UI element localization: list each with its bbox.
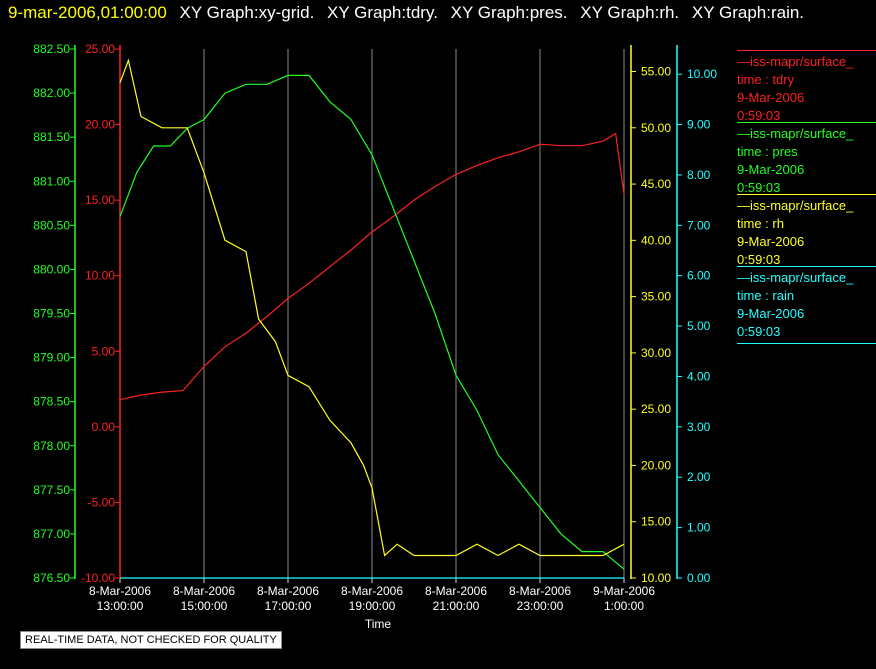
- x-axis-title: Time: [365, 617, 392, 631]
- pres-tick-label: 878.00: [33, 439, 70, 453]
- rain-tick-label: 1.00: [687, 521, 711, 535]
- graph-title-rh: XY Graph:rh.: [580, 3, 680, 22]
- rain-tick-label: 4.00: [687, 369, 711, 383]
- x-tick-label-time: 19:00:00: [349, 599, 396, 613]
- legend-entry-tdry: —iss-mapr/surface_ time : tdry 9-Mar-200…: [737, 50, 876, 125]
- pres-tick-label: 881.00: [33, 174, 70, 188]
- legend-time: 0:59:03: [737, 324, 781, 339]
- legend-field: time : pres: [737, 144, 798, 159]
- timestamp: 9-mar-2006,01:00:00: [8, 3, 167, 22]
- legend-separator: [737, 50, 876, 51]
- tdry-tick-label: 20.00: [85, 118, 115, 132]
- rh-tick-label: 45.00: [641, 177, 671, 191]
- x-tick-label-time: 17:00:00: [265, 599, 312, 613]
- x-tick-label-date: 8-Mar-2006: [509, 584, 571, 598]
- tdry-tick-label: 15.00: [85, 193, 115, 207]
- tdry-tick-label: 25.00: [85, 42, 115, 56]
- pres-tick-label: 876.50: [33, 571, 70, 585]
- x-tick-label-time: 21:00:00: [433, 599, 480, 613]
- tdry-tick-label: 5.00: [92, 344, 116, 358]
- pres-tick-label: 877.50: [33, 483, 70, 497]
- legend-date: 9-Mar-2006: [737, 306, 805, 321]
- tdry-tick-label: 0.00: [92, 420, 116, 434]
- series-line-tdry: [119, 132, 625, 401]
- rh-tick-label: 15.00: [641, 515, 671, 529]
- rh-tick-label: 35.00: [641, 290, 671, 304]
- pres-tick-label: 880.50: [33, 218, 70, 232]
- tdry-tick-label: 10.00: [85, 269, 115, 283]
- series-line-rh: [119, 58, 625, 557]
- pres-tick-label: 879.00: [33, 351, 70, 365]
- tdry-tick-label: -5.00: [88, 495, 116, 509]
- pres-tick-label: 882.50: [33, 42, 70, 56]
- legend-separator: [737, 194, 876, 195]
- disclaimer-label: REAL-TIME DATA, NOT CHECKED FOR QUALITY: [20, 631, 282, 649]
- rain-tick-label: 10.00: [687, 67, 717, 81]
- legend-date: 9-Mar-2006: [737, 90, 805, 105]
- graph-title-rain: XY Graph:rain.: [691, 3, 805, 22]
- rain-tick-label: 3.00: [687, 420, 711, 434]
- tdry-tick-label: -10.00: [81, 571, 115, 585]
- rh-tick-label: 25.00: [641, 402, 671, 416]
- x-tick-label-date: 8-Mar-2006: [425, 584, 487, 598]
- rain-tick-label: 5.00: [687, 319, 711, 333]
- pres-tick-label: 881.50: [33, 130, 70, 144]
- legend-time: 0:59:03: [737, 180, 781, 195]
- pres-tick-label: 880.00: [33, 262, 70, 276]
- legend-time: 0:59:03: [737, 252, 781, 267]
- x-tick-label-date: 8-Mar-2006: [257, 584, 319, 598]
- x-tick-label-time: 1:00:00: [604, 599, 644, 613]
- x-tick-label-date: 8-Mar-2006: [173, 584, 235, 598]
- x-tick-label-date: 8-Mar-2006: [341, 584, 403, 598]
- legend-separator: [737, 122, 876, 123]
- graph-title-xy-grid: XY Graph:xy-grid.: [179, 3, 315, 22]
- rh-tick-label: 10.00: [641, 571, 671, 585]
- pres-tick-label: 879.50: [33, 307, 70, 321]
- graph-title-pres: XY Graph:pres.: [450, 3, 568, 22]
- rh-tick-label: 20.00: [641, 458, 671, 472]
- legend-field: time : tdry: [737, 72, 795, 87]
- graph-title-tdry: XY Graph:tdry.: [327, 3, 438, 22]
- rain-tick-label: 9.00: [687, 118, 711, 132]
- rain-tick-label: 7.00: [687, 218, 711, 232]
- pres-tick-label: 877.00: [33, 527, 70, 541]
- legend-source: —iss-mapr/surface_: [737, 270, 854, 285]
- rain-tick-label: 8.00: [687, 168, 711, 182]
- legend-separator: [737, 266, 876, 267]
- legend-source: —iss-mapr/surface_: [737, 198, 854, 213]
- legend-entry-rh: —iss-mapr/surface_ time : rh 9-Mar-2006 …: [737, 194, 876, 269]
- x-tick-label-date: 9-Mar-2006: [593, 584, 655, 598]
- title-bar: 9-mar-2006,01:00:00 XY Graph:xy-grid. XY…: [8, 3, 804, 23]
- x-tick-label-time: 13:00:00: [97, 599, 144, 613]
- rain-tick-label: 2.00: [687, 470, 711, 484]
- legend-time: 0:59:03: [737, 108, 781, 123]
- rain-tick-label: 6.00: [687, 269, 711, 283]
- rh-tick-label: 55.00: [641, 65, 671, 79]
- x-tick-label-time: 23:00:00: [517, 599, 564, 613]
- legend-date: 9-Mar-2006: [737, 234, 805, 249]
- rh-tick-label: 40.00: [641, 233, 671, 247]
- legend-date: 9-Mar-2006: [737, 162, 805, 177]
- legend-field: time : rh: [737, 216, 784, 231]
- legend-field: time : rain: [737, 288, 795, 303]
- rh-tick-label: 50.00: [641, 121, 671, 135]
- legend-entry-rain: —iss-mapr/surface_ time : rain 9-Mar-200…: [737, 266, 876, 346]
- rh-tick-label: 30.00: [641, 346, 671, 360]
- legend-source: —iss-mapr/surface_: [737, 126, 854, 141]
- pres-tick-label: 878.50: [33, 395, 70, 409]
- legend-source: —iss-mapr/surface_: [737, 54, 854, 69]
- x-tick-label-date: 8-Mar-2006: [89, 584, 151, 598]
- series-line-pres: [119, 74, 625, 570]
- x-tick-label-time: 15:00:00: [181, 599, 228, 613]
- legend-separator: [737, 343, 876, 344]
- pres-tick-label: 882.00: [33, 86, 70, 100]
- rain-tick-label: 0.00: [687, 571, 711, 585]
- legend-entry-pres: —iss-mapr/surface_ time : pres 9-Mar-200…: [737, 122, 876, 197]
